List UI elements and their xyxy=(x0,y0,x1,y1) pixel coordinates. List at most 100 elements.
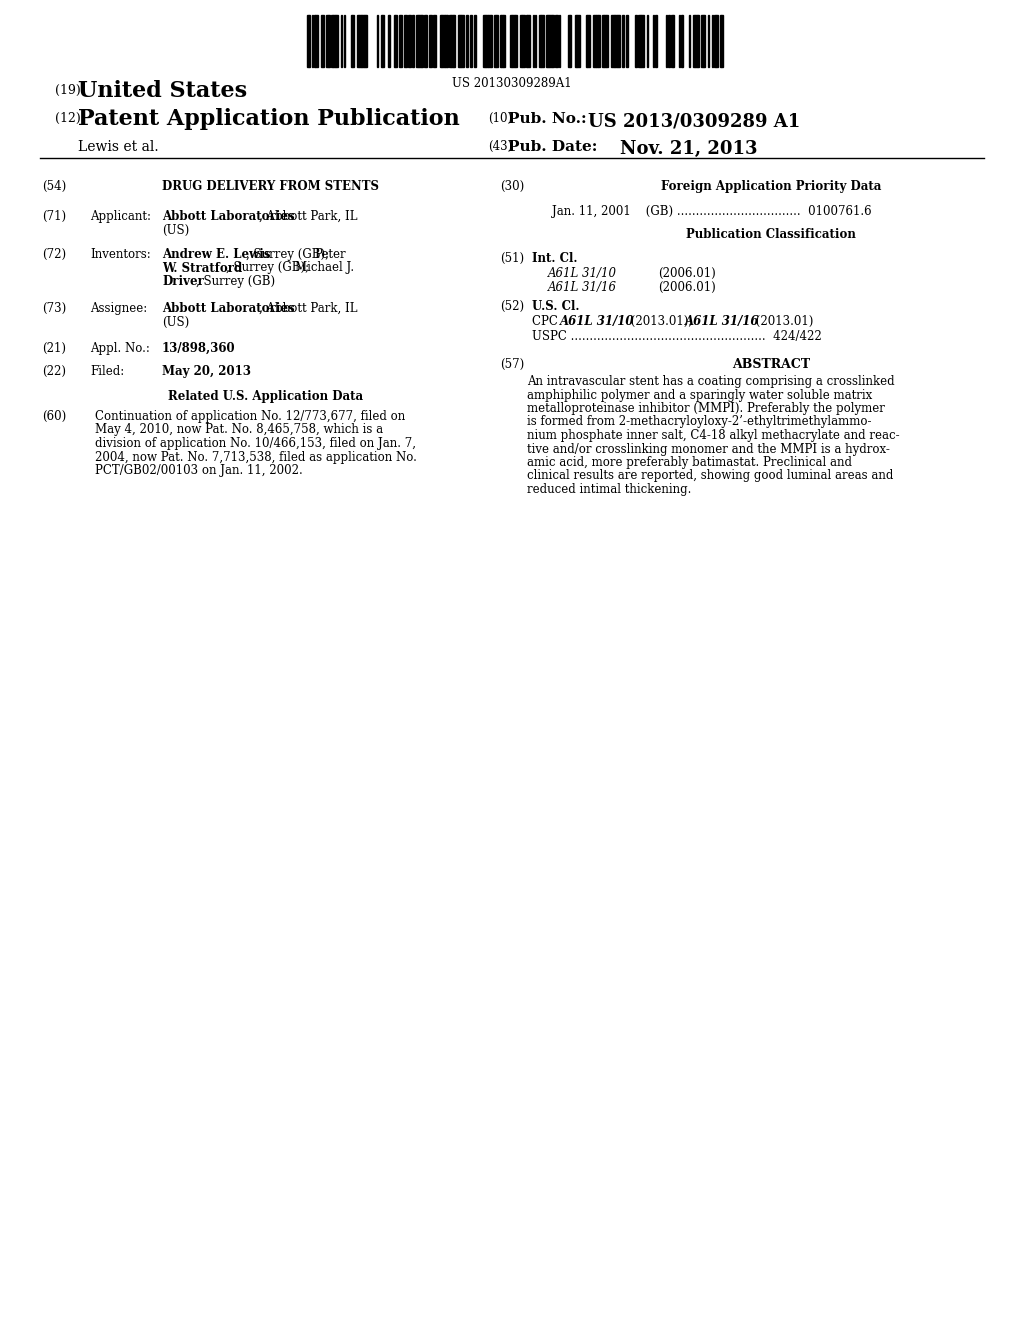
Text: PCT/GB02/00103 on Jan. 11, 2002.: PCT/GB02/00103 on Jan. 11, 2002. xyxy=(95,465,303,477)
Bar xyxy=(494,15,496,67)
Text: Publication Classification: Publication Classification xyxy=(686,228,856,242)
Bar xyxy=(382,15,384,67)
Text: Jan. 11, 2001    (GB) .................................  0100761.6: Jan. 11, 2001 (GB) .....................… xyxy=(552,205,871,218)
Text: (57): (57) xyxy=(500,358,524,371)
Bar xyxy=(641,15,644,67)
Bar xyxy=(429,15,432,67)
Bar xyxy=(488,15,490,67)
Bar xyxy=(701,15,703,67)
Bar xyxy=(331,15,333,67)
Text: W. Stratford: W. Stratford xyxy=(162,261,243,275)
Text: Int. Cl.: Int. Cl. xyxy=(532,252,578,265)
Text: Inventors:: Inventors: xyxy=(90,248,151,261)
Bar xyxy=(408,15,411,67)
Text: Peter: Peter xyxy=(314,248,346,261)
Bar xyxy=(602,15,604,67)
Bar xyxy=(520,15,522,67)
Bar xyxy=(555,15,558,67)
Bar xyxy=(333,15,335,67)
Text: (US): (US) xyxy=(162,223,189,236)
Bar xyxy=(549,15,552,67)
Bar xyxy=(510,15,512,67)
Text: Appl. No.:: Appl. No.: xyxy=(90,342,150,355)
Bar xyxy=(671,15,673,67)
Text: May 4, 2010, now Pat. No. 8,465,758, which is a: May 4, 2010, now Pat. No. 8,465,758, whi… xyxy=(95,424,383,437)
Bar xyxy=(714,15,716,67)
Text: A61L 31/16: A61L 31/16 xyxy=(685,315,760,327)
Bar xyxy=(527,15,530,67)
Text: clinical results are reported, showing good luminal areas and: clinical results are reported, showing g… xyxy=(527,470,893,483)
Text: Andrew E. Lewis: Andrew E. Lewis xyxy=(162,248,270,261)
Bar xyxy=(357,15,359,67)
Text: (2013.01): (2013.01) xyxy=(752,315,813,327)
Text: (43): (43) xyxy=(488,140,512,153)
Text: Filed:: Filed: xyxy=(90,366,124,378)
Text: (22): (22) xyxy=(42,366,66,378)
Bar xyxy=(395,15,397,67)
Text: , Surrey (GB);: , Surrey (GB); xyxy=(246,248,333,261)
Text: Driver: Driver xyxy=(162,275,204,288)
Bar xyxy=(512,15,515,67)
Text: A61L 31/10: A61L 31/10 xyxy=(560,315,635,327)
Bar xyxy=(626,15,628,67)
Bar xyxy=(433,15,436,67)
Text: DRUG DELIVERY FROM STENTS: DRUG DELIVERY FROM STENTS xyxy=(162,180,379,193)
Bar xyxy=(326,15,328,67)
Text: Lewis et al.: Lewis et al. xyxy=(78,140,159,154)
Bar xyxy=(419,15,421,67)
Bar xyxy=(721,15,723,67)
Text: Continuation of application No. 12/773,677, filed on: Continuation of application No. 12/773,6… xyxy=(95,411,406,422)
Text: United States: United States xyxy=(78,81,247,102)
Text: Pub. Date:: Pub. Date: xyxy=(508,140,597,154)
Bar xyxy=(503,15,505,67)
Bar xyxy=(424,15,426,67)
Text: (10): (10) xyxy=(488,112,512,125)
Bar xyxy=(635,15,637,67)
Bar xyxy=(307,15,309,67)
Text: amic acid, more preferably batimastat. Preclinical and: amic acid, more preferably batimastat. P… xyxy=(527,455,852,469)
Bar xyxy=(593,15,596,67)
Text: (60): (60) xyxy=(42,411,67,422)
Text: An intravascular stent has a coating comprising a crosslinked: An intravascular stent has a coating com… xyxy=(527,375,895,388)
Text: (12): (12) xyxy=(55,112,81,125)
Text: A61L 31/16: A61L 31/16 xyxy=(548,281,617,293)
Text: (71): (71) xyxy=(42,210,67,223)
Bar xyxy=(596,15,598,67)
Text: division of application No. 10/466,153, filed on Jan. 7,: division of application No. 10/466,153, … xyxy=(95,437,416,450)
Text: Foreign Application Priority Data: Foreign Application Priority Data xyxy=(660,180,882,193)
Text: 2004, now Pat. No. 7,713,538, filed as application No.: 2004, now Pat. No. 7,713,538, filed as a… xyxy=(95,450,417,463)
Bar xyxy=(515,15,517,67)
Text: May 20, 2013: May 20, 2013 xyxy=(162,366,251,378)
Text: Patent Application Publication: Patent Application Publication xyxy=(78,108,460,129)
Bar xyxy=(611,15,614,67)
Text: CPC: CPC xyxy=(532,315,565,327)
Bar xyxy=(541,15,544,67)
Bar xyxy=(442,15,445,67)
Bar xyxy=(638,15,640,67)
Bar xyxy=(359,15,361,67)
Bar xyxy=(315,15,318,67)
Text: metalloproteinase inhibitor (MMPI). Preferably the polymer: metalloproteinase inhibitor (MMPI). Pref… xyxy=(527,403,885,414)
Bar xyxy=(552,15,554,67)
Bar xyxy=(622,15,624,67)
Text: , Surrey (GB): , Surrey (GB) xyxy=(196,275,275,288)
Text: Assignee:: Assignee: xyxy=(90,302,147,315)
Text: (30): (30) xyxy=(500,180,524,193)
Text: US 20130309289A1: US 20130309289A1 xyxy=(453,77,571,90)
Bar xyxy=(416,15,418,67)
Bar xyxy=(445,15,447,67)
Text: nium phosphate inner salt, C4-18 alkyl methacrylate and reac-: nium phosphate inner salt, C4-18 alkyl m… xyxy=(527,429,900,442)
Text: US 2013/0309289 A1: US 2013/0309289 A1 xyxy=(588,112,800,129)
Bar xyxy=(598,15,600,67)
Text: Nov. 21, 2013: Nov. 21, 2013 xyxy=(620,140,758,158)
Text: reduced intimal thickening.: reduced intimal thickening. xyxy=(527,483,691,496)
Bar xyxy=(587,15,590,67)
Bar xyxy=(501,15,503,67)
Bar xyxy=(362,15,364,67)
Bar xyxy=(321,15,324,67)
Text: is formed from 2-methacryloyloxy-2’-ethyltrimethylammo-: is formed from 2-methacryloyloxy-2’-ethy… xyxy=(527,416,871,429)
Bar xyxy=(451,15,453,67)
Text: USPC ....................................................  424/422: USPC ...................................… xyxy=(532,330,821,343)
Text: (52): (52) xyxy=(500,300,524,313)
Bar xyxy=(352,15,354,67)
